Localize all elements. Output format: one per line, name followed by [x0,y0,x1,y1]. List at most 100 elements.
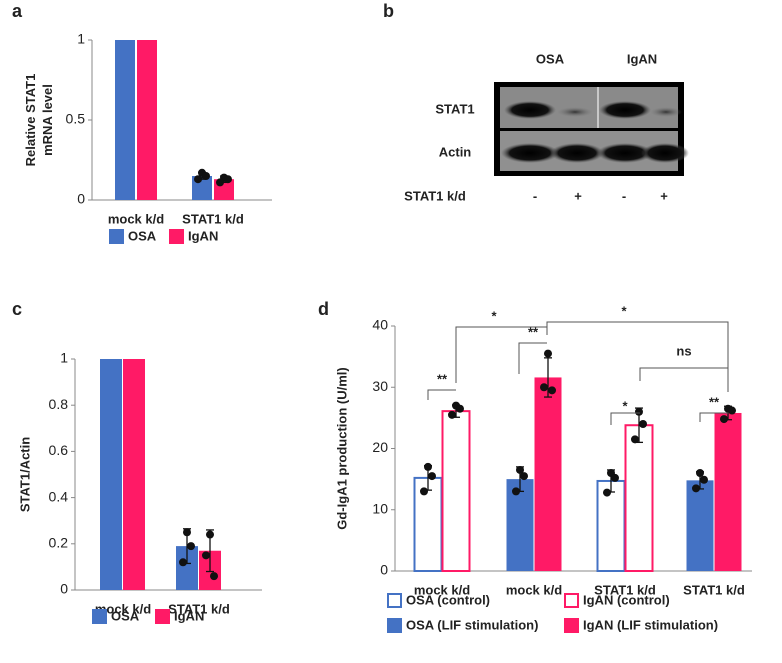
bar [115,40,135,200]
bar [176,546,198,590]
legend-swatch [109,229,124,244]
legend-swatch [387,593,402,608]
data-point [548,386,556,395]
data-point [224,175,232,184]
data-point [720,415,728,424]
data-point [516,465,524,474]
x-tick-label: STAT1 k/d [182,211,244,226]
bar [714,412,742,571]
legend-swatch [169,229,184,244]
data-point [456,404,464,413]
data-point [183,528,191,537]
data-point [428,472,436,481]
bar [686,480,714,571]
x-tick-label: STAT1 k/d [168,601,230,616]
y-axis-label: Relative STAT1 [23,74,38,167]
significance-bracket [610,412,640,425]
blot-band [650,107,682,117]
blot-lane: + [574,188,582,203]
significance-bracket [639,367,729,392]
blot-band [504,101,556,119]
y-axis-label: Gd-IgA1 production (U/ml) [334,367,349,529]
data-point [603,488,611,497]
data-point [179,558,187,567]
significance-bracket [518,342,547,374]
error-bar [544,357,552,398]
x-tick-label: mock k/d [506,582,562,597]
y-tick-label: 0 [380,562,388,578]
bar [413,476,443,572]
panel-letter: c [12,299,22,319]
x-tick-label: mock k/d [414,582,470,597]
data-point [194,175,202,184]
x-tick-label: mock k/d [108,211,164,226]
blot-lane: + [660,188,668,203]
significance-label: ** [437,371,448,386]
significance-label: * [621,303,627,318]
blot-treatment: STAT1 k/d [404,188,466,203]
legend-label: OSA [111,608,140,623]
blot-band [597,143,653,163]
bar [506,479,534,571]
data-point [692,484,700,493]
y-tick-label: 0.5 [66,111,86,127]
bar [624,424,654,572]
data-point [611,473,619,482]
panel-letter: a [12,1,23,21]
data-point [512,487,520,496]
data-point [520,472,528,481]
bar [137,40,157,200]
legend-label: IgAN (LIF stimulation) [583,617,718,632]
legend-label: IgAN [188,228,218,243]
data-point [424,462,432,471]
blot-column: OSA [536,51,565,66]
legend-swatch [387,618,402,633]
y-axis-label: mRNA level [40,84,55,156]
significance-label: * [622,398,628,413]
blot-band [557,107,593,117]
bar [534,377,562,571]
data-point [420,487,428,496]
y-tick-label: 30 [372,378,388,394]
legend-label: OSA [128,228,157,243]
legend-swatch [564,618,579,633]
y-tick-label: 0.6 [49,442,69,458]
legend-label: OSA (LIF stimulation) [406,617,538,632]
data-point [639,420,647,428]
blot-column: IgAN [627,51,657,66]
bar [596,479,626,572]
blot-band [501,143,559,163]
data-point [202,172,210,180]
significance-label: ns [676,343,691,358]
blot-lane: - [533,188,537,203]
data-point [696,469,704,477]
significance-label: ** [709,394,720,409]
y-tick-label: 10 [372,500,388,516]
data-point [448,410,456,419]
significance-label: * [491,308,497,323]
x-tick-label: STAT1 k/d [594,582,656,597]
data-point [635,407,643,416]
y-tick-label: 0.8 [49,396,69,412]
blot-band [550,143,604,163]
bar [100,359,122,590]
y-tick-label: 1 [60,350,68,366]
y-tick-label: 0 [77,191,85,207]
legend-label: IgAN [174,608,204,623]
legend-swatch [564,593,579,608]
legend-swatch [155,609,170,624]
data-point [700,475,708,484]
data-point [728,406,736,415]
legend-label: OSA (control) [406,592,490,607]
data-point [216,178,224,187]
blot-lane: - [622,188,626,203]
data-point [544,349,552,358]
data-point [187,542,195,551]
significance-bracket [427,389,456,400]
significance-bracket [546,321,729,392]
panel-letter: b [383,1,394,21]
western-blot: OSA IgAN STAT1 Actin STAT1 k/d - + - + [404,51,689,203]
y-tick-label: 40 [372,317,388,333]
blot-band [599,101,651,119]
